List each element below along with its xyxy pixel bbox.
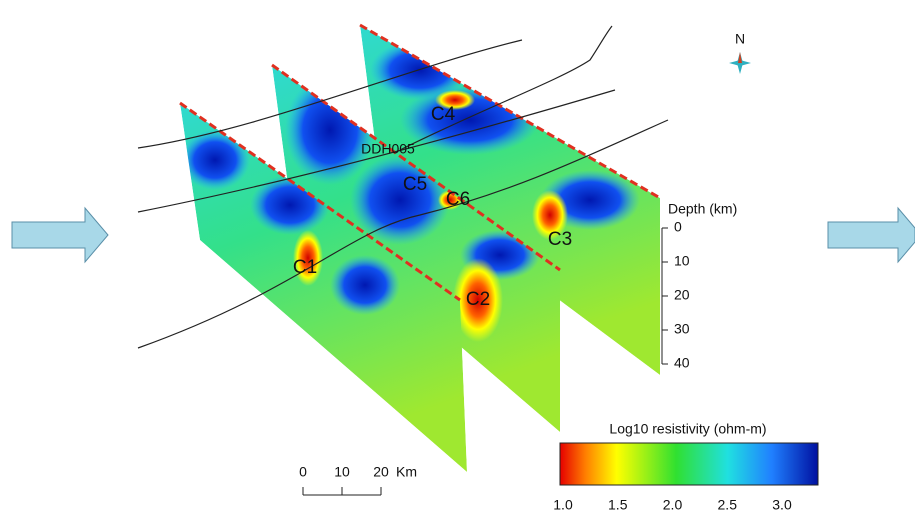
- scale-bar: [302, 487, 382, 496]
- fault-lines: [137, 25, 669, 349]
- top-edges: [179, 23, 661, 302]
- arrows: [11, 206, 915, 264]
- anomaly-label: C6: [446, 189, 470, 210]
- depth-tick-label: 10: [674, 253, 690, 269]
- depth-tick-label: 20: [674, 287, 690, 303]
- anomaly-label: C2: [466, 289, 490, 310]
- colorbar-tick-label: 1.0: [553, 497, 573, 513]
- north-label: N: [735, 31, 745, 47]
- colorbar-tick-label: 2.0: [663, 497, 683, 513]
- scale-tick-label: 10: [334, 464, 350, 480]
- anomaly-label: C5: [403, 174, 427, 195]
- anomaly-label: C3: [548, 229, 572, 250]
- depth-tick-label: 0: [674, 219, 682, 235]
- scale-tick-label: 0: [299, 464, 307, 480]
- colorbar-tick-label: 3.0: [772, 497, 792, 513]
- depth-axis-title: Depth (km): [668, 201, 737, 217]
- scale-unit: Km: [396, 464, 417, 480]
- scale-tick-label: 20: [373, 464, 389, 480]
- colorbar: [559, 442, 819, 486]
- colorbar-tick-label: 2.5: [718, 497, 738, 513]
- borehole-label: DDH005: [361, 141, 415, 157]
- anomaly-label: C1: [293, 257, 317, 278]
- depth-tick-label: 40: [674, 355, 690, 371]
- depth-tick-label: 30: [674, 321, 690, 337]
- colorbar-title: Log10 resistivity (ohm-m): [609, 421, 766, 437]
- anomaly-label: C4: [431, 104, 456, 125]
- colorbar-tick-label: 1.5: [608, 497, 628, 513]
- depth-axis: [661, 227, 668, 365]
- north-arrow: [729, 52, 751, 74]
